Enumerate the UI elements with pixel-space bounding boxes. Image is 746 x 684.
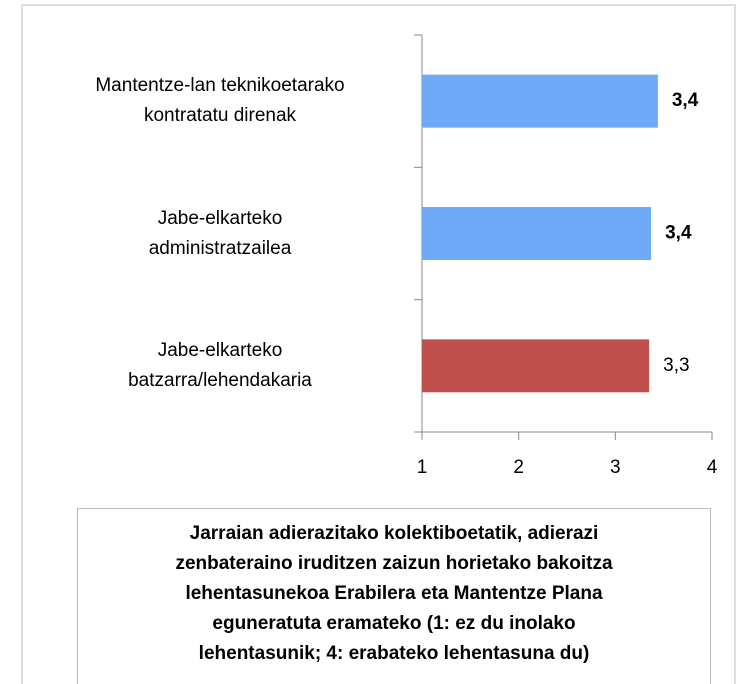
x-tick-label: 2 [513,457,524,478]
bar [422,74,658,128]
category-label: Mantentze-lan teknikoetarako kontratatu … [95,75,345,127]
bar [422,339,650,393]
category-label: Jabe-elkarteko batzarra/lehendakaria [128,339,312,391]
value-label: 3,4 [672,90,699,111]
chart-title: Jarraian adierazitako kolektiboetatik, a… [77,508,711,684]
bar [422,207,652,260]
category-label: Jabe-elkarteko administratzailea [148,207,292,259]
value-label: 3,3 [663,355,689,376]
value-label: 3,4 [665,223,692,244]
x-tick-label: 1 [417,457,428,478]
x-tick-label: 4 [707,457,718,478]
x-tick-label: 3 [610,457,621,478]
